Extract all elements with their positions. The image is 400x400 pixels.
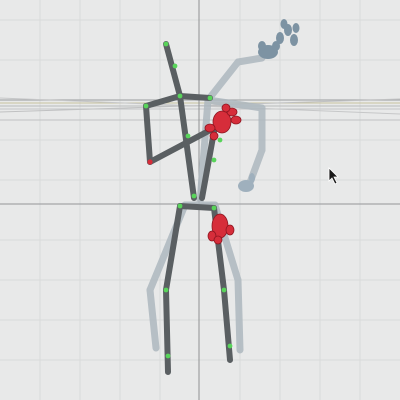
joint-torso[interactable]	[185, 133, 191, 139]
joint-shoulder-right[interactable]	[207, 95, 213, 101]
joint-head[interactable]	[163, 41, 169, 47]
joint-wrist-right[interactable]	[217, 137, 223, 143]
selected-hand-lower-icon[interactable]	[207, 213, 235, 245]
selected-hand-upper-icon[interactable]	[204, 103, 242, 141]
joint-hip-left[interactable]	[177, 203, 183, 209]
joint-knee-right[interactable]	[221, 287, 227, 293]
arrow-pointer-icon	[328, 167, 339, 185]
joint-knee-left[interactable]	[163, 287, 169, 293]
joint-chest[interactable]	[177, 93, 183, 99]
joint-elbow[interactable]	[211, 157, 217, 163]
joint-shoulder-left[interactable]	[143, 103, 149, 109]
joint-neck[interactable]	[172, 63, 178, 69]
joint-ankle-right[interactable]	[227, 343, 233, 349]
skeleton-joints[interactable]	[143, 41, 233, 359]
ghost-hand-lower-icon[interactable]	[238, 173, 255, 192]
joint-wrist-left[interactable]	[147, 159, 153, 165]
joint-hip-mid[interactable]	[191, 193, 197, 199]
active-skeleton[interactable]	[143, 41, 233, 375]
joint-ankle-left[interactable]	[165, 353, 171, 359]
ghost-hand-icon[interactable]	[258, 19, 300, 59]
joint-hip-right[interactable]	[211, 205, 217, 211]
